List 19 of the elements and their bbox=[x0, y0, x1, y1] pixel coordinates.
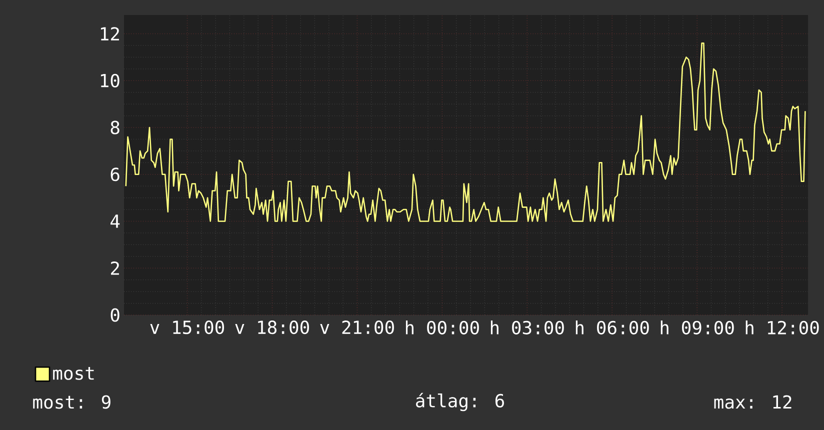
y-tick-label: 2 bbox=[110, 261, 119, 275]
x-tick-label: h 06:00 bbox=[576, 320, 649, 334]
y-tick-label: 4 bbox=[110, 214, 120, 228]
y-tick-label: 10 bbox=[100, 74, 120, 88]
x-tick-label: h 09:00 bbox=[660, 320, 734, 334]
y-tick-label: 8 bbox=[110, 120, 120, 134]
x-tick-label: h 12:00 bbox=[746, 320, 819, 334]
x-tick-label: v 18:00 bbox=[235, 320, 309, 334]
y-tick-label: 0 bbox=[110, 308, 120, 322]
y-tick-label: 6 bbox=[110, 168, 120, 182]
x-tick-label: h 03:00 bbox=[490, 320, 564, 334]
text: átlag: 6 bbox=[416, 392, 504, 412]
x-tick-label: v 21:00 bbox=[320, 320, 394, 334]
text: most: 9 bbox=[33, 395, 110, 409]
x-tick-label: h 00:00 bbox=[406, 320, 479, 334]
legend-label: most bbox=[53, 367, 94, 380]
text: max: 12 bbox=[714, 395, 792, 409]
y-tick-label: 12 bbox=[100, 27, 119, 40]
x-tick-label: v 15:00 bbox=[150, 320, 224, 334]
